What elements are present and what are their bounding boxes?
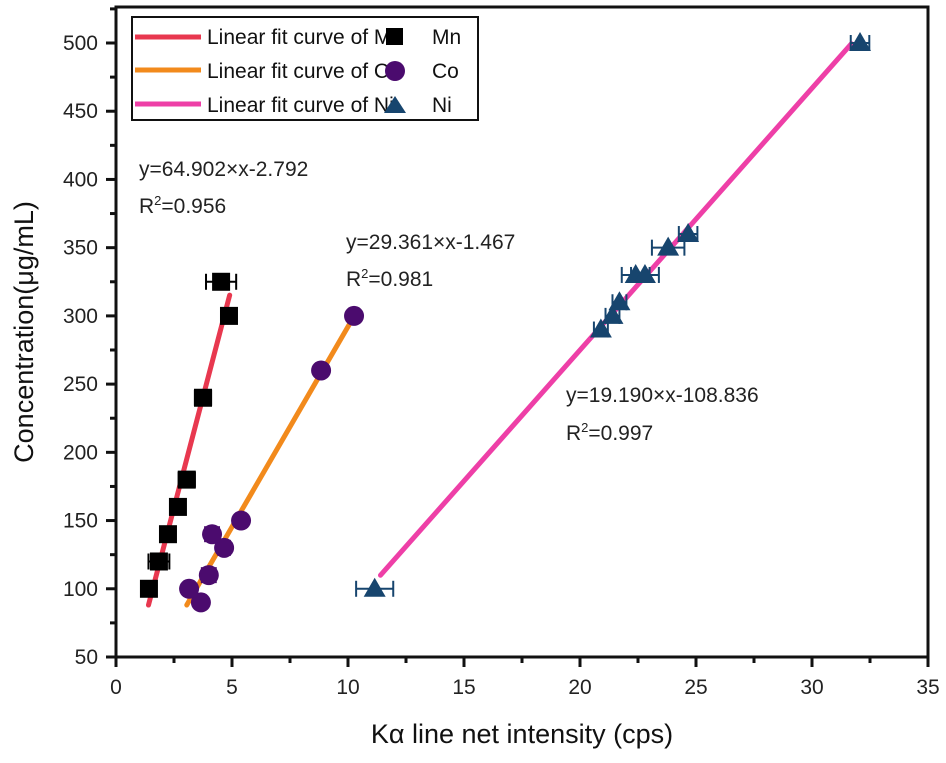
mn-equation: y=64.902×x-2.792 xyxy=(139,158,308,181)
legend-entry-ni-fit: Linear fit curve of Ni xyxy=(135,94,394,117)
data-point-ni xyxy=(677,223,700,243)
data-point-mn xyxy=(212,272,231,291)
data-point-ni xyxy=(608,291,631,311)
data-point-co xyxy=(190,592,211,613)
data-point-ni xyxy=(657,236,680,256)
data-point-mn xyxy=(219,306,238,325)
co-equation: y=29.361×x-1.467 xyxy=(346,231,515,254)
data-point-ni xyxy=(601,304,624,324)
x-tick-label: 5 xyxy=(226,676,238,699)
y-tick-label: 250 xyxy=(63,373,98,396)
data-point-mn xyxy=(139,579,158,598)
y-tick-label: 150 xyxy=(63,510,98,533)
x-axis-title: Kα line net intensity (cps) xyxy=(371,719,673,749)
legend-label-mn: Mn xyxy=(432,26,461,49)
mn-annotation: y=64.902×x-2.792 R2=0.956 xyxy=(139,158,308,218)
legend-entry-co-fit: Linear fit curve of Co xyxy=(135,60,401,83)
y-tick-label: 300 xyxy=(63,305,98,328)
co-annotation: y=29.361×x-1.467 R2=0.981 xyxy=(346,231,515,291)
data-point-mn xyxy=(158,525,177,544)
data-point-co xyxy=(202,524,223,545)
legend-entry-mn: Mn xyxy=(386,26,461,49)
legend-marker-square xyxy=(386,28,403,45)
legend-label-ni: Ni xyxy=(432,94,452,117)
y-tick-label: 50 xyxy=(75,646,98,669)
data-point-co xyxy=(179,578,200,599)
y-tick-label: 350 xyxy=(63,237,98,260)
data-point-co xyxy=(344,305,365,326)
data-point-mn xyxy=(149,552,168,571)
x-tick-label: 35 xyxy=(916,676,939,699)
legend-entry-mn-fit: Linear fit curve of Mn xyxy=(135,26,403,49)
x-tick-label: 15 xyxy=(452,676,475,699)
data-points xyxy=(139,32,872,613)
legend-marker-circle xyxy=(385,61,405,81)
legend-marker-triangle xyxy=(384,96,406,113)
data-point-mn xyxy=(177,470,196,489)
legend-entry-co: Co xyxy=(385,60,459,83)
ni-equation: y=19.190×x-108.836 xyxy=(566,384,759,407)
data-point-co xyxy=(231,510,252,531)
data-point-ni xyxy=(849,32,872,51)
data-point-mn xyxy=(194,388,212,407)
x-tick-label: 10 xyxy=(336,676,359,699)
co-r2: R2=0.981 xyxy=(346,266,433,291)
data-point-co xyxy=(214,537,235,558)
x-tick-label: 20 xyxy=(568,676,591,699)
legend-entry-ni: Ni xyxy=(384,94,452,117)
data-point-ni xyxy=(589,318,612,338)
legend: Linear fit curve of Mn Linear fit curve … xyxy=(131,16,479,121)
y-axis: 50 100 150 200 250 300 350 400 450 500 xyxy=(63,7,116,669)
y-tick-label: 450 xyxy=(63,100,98,123)
mn-r2: R2=0.956 xyxy=(139,193,226,218)
y-tick-label: 500 xyxy=(63,32,98,55)
y-axis-title: Concentration(μg/mL) xyxy=(9,201,39,463)
legend-label-ni-fit: Linear fit curve of Ni xyxy=(207,94,394,117)
data-point-co xyxy=(311,360,332,381)
x-axis: 0 5 10 15 20 25 30 35 xyxy=(110,657,940,699)
x-tick-label: 0 xyxy=(110,676,122,699)
x-tick-label: 25 xyxy=(684,676,707,699)
legend-label-co-fit: Linear fit curve of Co xyxy=(207,60,401,83)
data-point-mn xyxy=(168,497,187,516)
y-tick-label: 400 xyxy=(63,168,98,191)
ni-annotation: y=19.190×x-108.836 R2=0.997 xyxy=(566,384,759,445)
legend-label-co: Co xyxy=(432,60,459,83)
x-tick-label: 30 xyxy=(800,676,823,699)
data-point-co xyxy=(198,565,219,586)
ni-r2: R2=0.997 xyxy=(566,420,653,445)
data-point-ni xyxy=(363,577,386,597)
y-tick-label: 200 xyxy=(63,441,98,464)
y-tick-label: 100 xyxy=(63,578,98,601)
data-point-ni xyxy=(633,263,656,283)
legend-label-mn-fit: Linear fit curve of Mn xyxy=(207,26,403,49)
